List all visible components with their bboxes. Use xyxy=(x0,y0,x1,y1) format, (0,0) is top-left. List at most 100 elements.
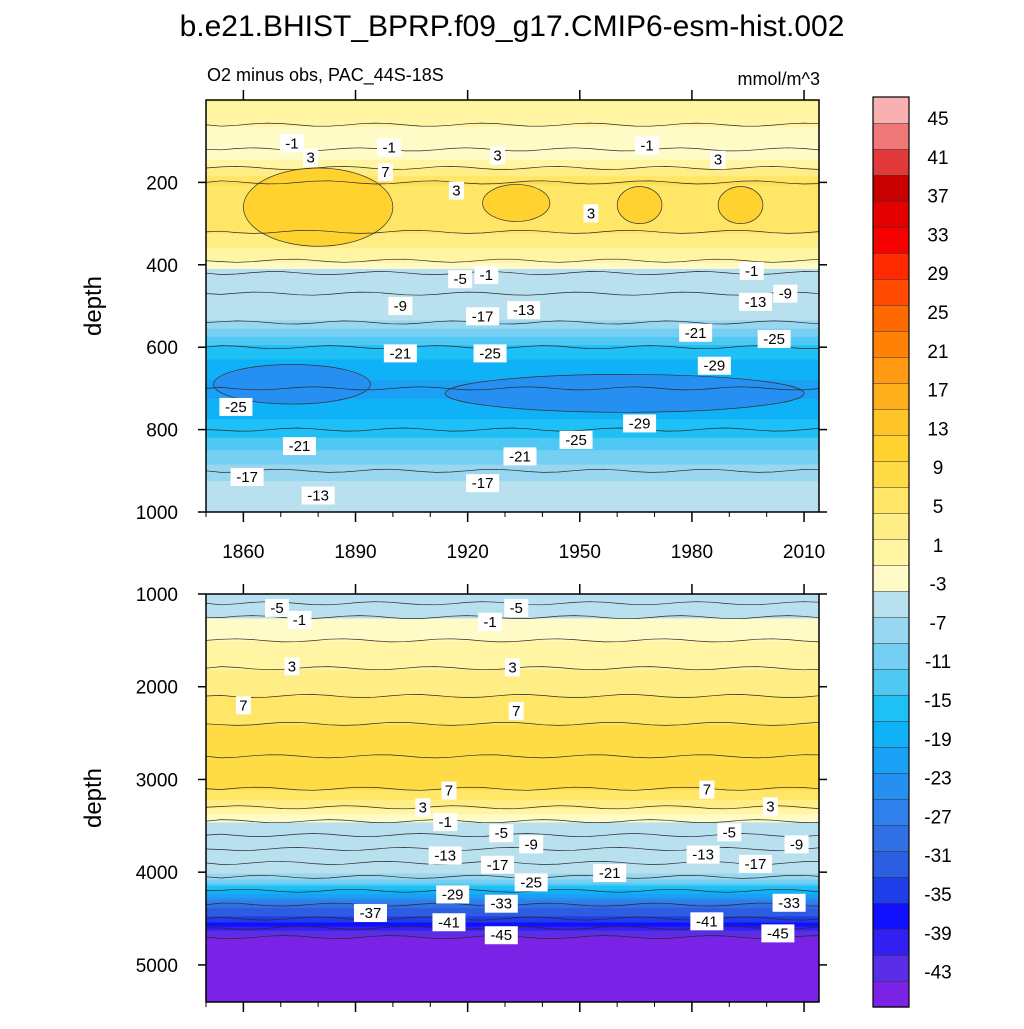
colorbar-swatch xyxy=(872,824,910,852)
upper-contour-label: -21 xyxy=(679,323,713,342)
upper-band xyxy=(206,291,819,295)
upper-band xyxy=(206,470,819,474)
upper-band xyxy=(206,135,819,138)
upper-band xyxy=(206,413,819,416)
upper-band xyxy=(206,221,819,225)
lower-band xyxy=(206,818,819,822)
lower-band xyxy=(206,773,819,777)
svg-text:-1: -1 xyxy=(439,814,452,831)
upper-band xyxy=(206,231,819,235)
upper-band xyxy=(206,238,819,241)
svg-text:-17: -17 xyxy=(745,856,767,873)
upper-band xyxy=(206,264,819,268)
svg-text:-17: -17 xyxy=(472,308,494,325)
upper-band xyxy=(206,172,819,175)
svg-text:-29: -29 xyxy=(703,358,725,375)
lower-band xyxy=(206,851,819,854)
lower-contour-label: -1 xyxy=(478,612,503,631)
upper-band xyxy=(206,161,819,165)
upper-frame xyxy=(205,99,820,513)
upper-band xyxy=(206,341,819,344)
upper-contour-label: -9 xyxy=(388,297,413,315)
lower-band xyxy=(206,645,819,648)
svg-text:-21: -21 xyxy=(685,325,707,342)
upper-contour-label: -21 xyxy=(383,344,417,363)
upper-band xyxy=(206,153,819,157)
lower-band xyxy=(206,881,819,885)
upper-anomaly xyxy=(243,167,394,247)
lower-contour-line xyxy=(206,819,819,824)
lower-contour-label: -13 xyxy=(686,845,720,864)
lower-band xyxy=(206,812,819,815)
upper-band xyxy=(206,240,819,243)
svg-text:-29: -29 xyxy=(629,415,651,432)
lower-band xyxy=(206,791,819,795)
lower-contour-label: -1 xyxy=(287,610,312,629)
lower-band xyxy=(206,979,819,983)
upper-contour-label: -13 xyxy=(507,301,541,320)
colorbar-label: 25 xyxy=(927,303,948,324)
upper-band xyxy=(206,501,819,505)
lower-band xyxy=(206,742,819,746)
lower-band xyxy=(206,651,819,654)
upper-band xyxy=(206,229,819,233)
svg-text:-1: -1 xyxy=(640,137,653,154)
lower-band xyxy=(206,959,819,962)
lower-band xyxy=(206,981,819,985)
lower-band xyxy=(206,771,819,775)
svg-text:7: 7 xyxy=(703,782,711,799)
svg-text:-37: -37 xyxy=(360,905,382,922)
upper-band xyxy=(206,118,819,122)
lower-band xyxy=(206,689,819,693)
upper-band xyxy=(206,250,819,254)
colorbar-swatch xyxy=(872,772,910,800)
colorbar-label: -19 xyxy=(924,730,951,751)
upper-band xyxy=(206,275,819,278)
colorbar-label: -43 xyxy=(924,963,951,984)
upper-band xyxy=(206,260,819,264)
upper-band xyxy=(206,106,819,109)
lower-band xyxy=(206,999,819,1002)
lower-band xyxy=(206,883,819,887)
svg-text:-5: -5 xyxy=(453,271,466,288)
upper-band xyxy=(206,427,819,431)
upper-band xyxy=(206,328,819,332)
svg-text:-1: -1 xyxy=(480,267,493,284)
svg-text:-9: -9 xyxy=(790,836,803,853)
svg-text:-1: -1 xyxy=(382,139,395,156)
lower-band xyxy=(206,679,819,683)
lower-band xyxy=(206,779,819,783)
upper-band xyxy=(206,163,819,167)
svg-text:3: 3 xyxy=(508,659,516,676)
lower-band xyxy=(206,722,819,726)
upper-band xyxy=(206,114,819,118)
colorbar-swatch xyxy=(872,252,910,280)
upper-band xyxy=(206,297,819,301)
lower-band xyxy=(206,985,819,989)
upper-anomaly xyxy=(616,186,663,224)
upper-band xyxy=(206,176,819,179)
upper-contour-label: -25 xyxy=(473,344,507,363)
upper-band xyxy=(206,472,819,476)
lower-band xyxy=(206,763,819,766)
upper-contour-label: -5 xyxy=(448,270,473,289)
upper-band xyxy=(206,262,819,266)
lower-band xyxy=(206,816,819,819)
lower-band xyxy=(206,720,819,724)
lower-band xyxy=(206,793,819,797)
colorbar-swatch xyxy=(872,590,910,618)
colorbar-swatch xyxy=(872,850,910,878)
upper-contour-label: -1 xyxy=(635,136,660,155)
upper-band xyxy=(206,102,819,105)
svg-text:-33: -33 xyxy=(778,895,800,912)
lower-band xyxy=(206,620,819,624)
colorbar-label: -39 xyxy=(924,924,951,945)
upper-band xyxy=(206,126,819,130)
upper-band xyxy=(206,120,819,124)
lower-band xyxy=(206,814,819,817)
upper-band xyxy=(206,417,819,420)
upper-band xyxy=(206,147,819,151)
upper-contour-label: -1 xyxy=(279,134,304,153)
upper-contour-label: -1 xyxy=(474,266,499,285)
